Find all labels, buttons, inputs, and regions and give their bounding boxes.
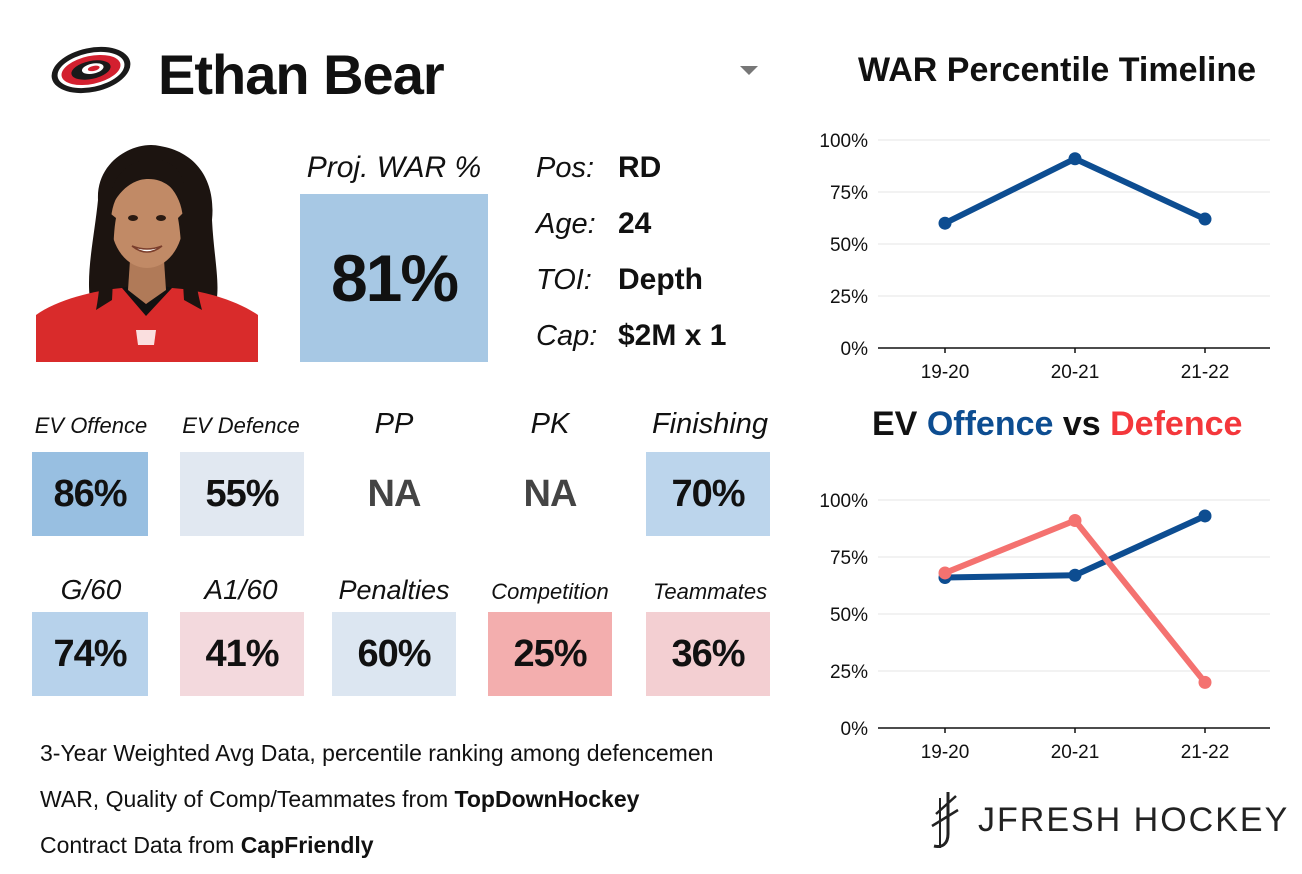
war-percentile-point <box>1068 152 1082 166</box>
footnote-contract-prefix: Contract Data from <box>40 832 241 858</box>
ev-offence-defence-chart: 0% 25% 50% 75% 100% 19-20 20-21 21-22 <box>819 491 1270 763</box>
y-tick-label: 100% <box>819 491 868 512</box>
penalties-value: 60% <box>332 612 456 696</box>
footnote-contract-source: Contract Data from CapFriendly <box>40 830 374 860</box>
title-defence: Defence <box>1110 405 1243 443</box>
footnote-data-desc: 3-Year Weighted Avg Data, percentile ran… <box>40 740 714 766</box>
finishing-label: Finishing <box>651 408 769 440</box>
y-tick-label: 25% <box>830 662 868 683</box>
x-tick-label: 20-21 <box>1051 362 1100 383</box>
offence-point <box>1198 509 1212 523</box>
player-name: Ethan Bear <box>158 43 445 106</box>
x-tick-label: 20-21 <box>1051 742 1100 763</box>
proj-war-label: Proj. WAR % <box>306 151 482 184</box>
defence-point <box>1068 514 1082 528</box>
war-timeline-title: WAR Percentile Timeline <box>858 51 1257 89</box>
pk-label: PK <box>530 408 570 440</box>
jfresh-logo-icon <box>931 792 959 848</box>
title-vs: vs <box>1053 405 1111 443</box>
ev-offence-defence-title: EV Offence vs Defence <box>872 402 1242 446</box>
y-tick-label: 25% <box>830 287 868 308</box>
g60-value: 74% <box>32 612 148 696</box>
pk-value: NA <box>492 452 608 536</box>
offence-point <box>1068 568 1082 582</box>
y-tick-label: 0% <box>841 719 869 740</box>
age-label: Age: <box>536 208 596 240</box>
proj-war-value: 81% <box>300 194 488 362</box>
teammates-label: Teammates <box>652 579 768 604</box>
cap-label: Cap: <box>536 320 598 352</box>
y-tick-label: 75% <box>830 183 868 204</box>
war-percentile-point <box>1198 212 1212 226</box>
pp-value: NA <box>336 452 452 536</box>
capfriendly-link[interactable]: CapFriendly <box>240 832 374 858</box>
hurricanes-logo <box>51 46 131 94</box>
x-tick-label: 21-22 <box>1181 362 1230 383</box>
player-headshot <box>36 140 258 362</box>
footnote-war-source: WAR, Quality of Comp/Teammates from TopD… <box>40 784 639 814</box>
player-select-dropdown-icon[interactable] <box>740 66 758 75</box>
y-tick-label: 50% <box>830 605 868 626</box>
y-tick-label: 0% <box>841 339 869 360</box>
toi-value: Depth <box>618 263 703 296</box>
defence-point <box>938 566 952 580</box>
footnote-war-prefix: WAR, Quality of Comp/Teammates from <box>40 786 455 812</box>
cap-value: $2M x 1 <box>618 319 727 352</box>
ev-offence-value: 86% <box>32 452 148 536</box>
defence-point <box>1198 675 1212 689</box>
ev-defence-value: 55% <box>180 452 304 536</box>
brand-text: JFRESH HOCKEY <box>978 801 1290 839</box>
y-tick-label: 100% <box>819 131 868 152</box>
title-ev: EV <box>872 405 927 443</box>
war-timeline-chart: 0% 25% 50% 75% 100% 19-20 20-21 21-22 <box>819 131 1270 383</box>
x-tick-label: 19-20 <box>921 362 970 383</box>
war-percentile-series-line <box>942 155 1208 227</box>
finishing-value: 70% <box>646 452 770 536</box>
defence-series-line <box>942 517 1208 686</box>
ev-offence-label: EV Offence <box>34 413 148 438</box>
a160-label: A1/60 <box>204 574 278 605</box>
war-percentile-point <box>938 216 952 230</box>
x-tick-label: 21-22 <box>1181 742 1230 763</box>
pp-label: PP <box>374 408 414 440</box>
age-value: 24 <box>618 207 652 240</box>
y-tick-label: 75% <box>830 548 868 569</box>
competition-value: 25% <box>488 612 612 696</box>
g60-label: G/60 <box>60 574 122 605</box>
position-label: Pos: <box>536 152 595 184</box>
toi-label: TOI: <box>536 264 592 296</box>
title-offence: Offence <box>926 405 1054 443</box>
teammates-value: 36% <box>646 612 770 696</box>
penalties-label: Penalties <box>338 575 450 605</box>
y-tick-label: 50% <box>830 235 868 256</box>
x-tick-label: 19-20 <box>921 742 970 763</box>
topdownhockey-link[interactable]: TopDownHockey <box>454 786 640 812</box>
a160-value: 41% <box>180 612 304 696</box>
ev-defence-label: EV Defence <box>182 413 300 438</box>
competition-label: Competition <box>491 579 609 604</box>
position-value: RD <box>618 151 662 184</box>
